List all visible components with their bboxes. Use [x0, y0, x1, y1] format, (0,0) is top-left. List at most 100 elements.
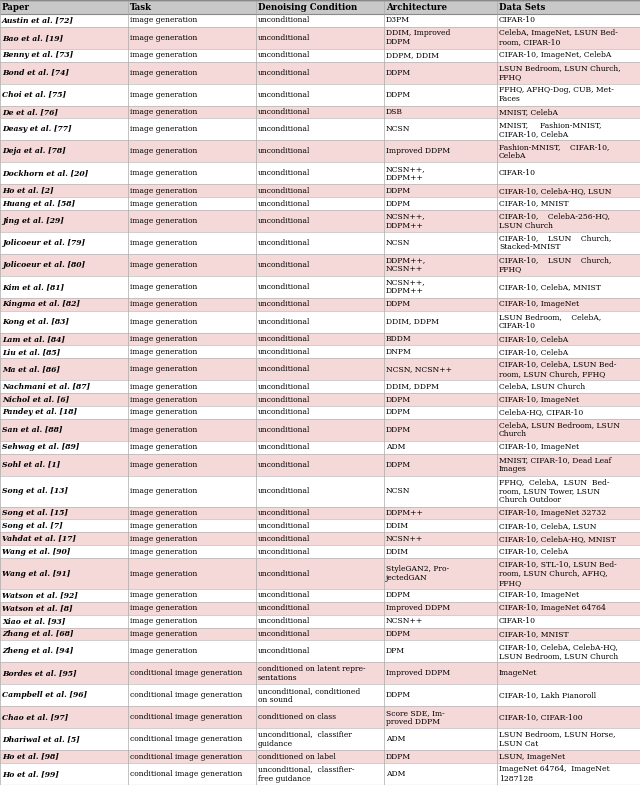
Text: image generation: image generation [130, 396, 197, 403]
Text: conditioned on class: conditioned on class [258, 714, 336, 721]
Text: unconditional: unconditional [258, 261, 310, 268]
Text: DDPM++,
NCSN++: DDPM++, NCSN++ [386, 256, 426, 273]
Text: Nachmani et al. [87]: Nachmani et al. [87] [2, 382, 90, 391]
Bar [0, 627, 640, 641]
Bar [0, 0, 640, 14]
Bar [0, 706, 640, 728]
Bar [0, 119, 640, 141]
Text: Kingma et al. [82]: Kingma et al. [82] [2, 300, 80, 309]
Text: DDPM: DDPM [386, 396, 411, 403]
Bar [0, 105, 640, 119]
Text: CIFAR-10, CelebA, MNIST: CIFAR-10, CelebA, MNIST [499, 283, 601, 290]
Text: DDPM: DDPM [386, 68, 411, 77]
Text: unconditional, conditioned
on sound: unconditional, conditioned on sound [258, 687, 360, 704]
Text: conditional image generation: conditional image generation [130, 692, 243, 699]
Text: CIFAR-10, ImageNet: CIFAR-10, ImageNet [499, 300, 579, 309]
Text: unconditional: unconditional [258, 170, 310, 177]
Bar [0, 506, 640, 520]
Text: image generation: image generation [130, 382, 197, 391]
Bar [0, 393, 640, 406]
Text: image generation: image generation [130, 509, 197, 517]
Text: Architecture: Architecture [386, 2, 447, 12]
Bar [0, 685, 640, 706]
Text: Dhariwal et al. [5]: Dhariwal et al. [5] [2, 736, 80, 743]
Bar [0, 210, 640, 232]
Text: Xiao et al. [93]: Xiao et al. [93] [2, 617, 65, 625]
Text: CelebA, LSUN Bedroom, LSUN
Church: CelebA, LSUN Bedroom, LSUN Church [499, 421, 620, 438]
Text: CIFAR-10, CIFAR-100: CIFAR-10, CIFAR-100 [499, 714, 582, 721]
Text: Nichol et al. [6]: Nichol et al. [6] [2, 396, 69, 403]
Bar [0, 454, 640, 476]
Text: CIFAR-10, Lakh Pianoroll: CIFAR-10, Lakh Pianoroll [499, 692, 596, 699]
Text: CIFAR-10, MNIST: CIFAR-10, MNIST [499, 630, 568, 638]
Text: unconditional: unconditional [258, 535, 310, 542]
Text: Score SDE, Im-
proved DDPM: Score SDE, Im- proved DDPM [386, 709, 445, 726]
Bar [0, 232, 640, 254]
Text: unconditional: unconditional [258, 199, 310, 207]
Bar [0, 728, 640, 750]
Text: CIFAR-10, ImageNet: CIFAR-10, ImageNet [499, 396, 579, 403]
Text: CIFAR-10, ImageNet 32732: CIFAR-10, ImageNet 32732 [499, 509, 606, 517]
Bar [0, 311, 640, 333]
Text: FFHQ, AFHQ-Dog, CUB, Met-
Faces: FFHQ, AFHQ-Dog, CUB, Met- Faces [499, 86, 614, 103]
Text: DDPM: DDPM [386, 692, 411, 699]
Bar [0, 750, 640, 763]
Text: CelebA, LSUN Church: CelebA, LSUN Church [499, 382, 585, 391]
Text: image generation: image generation [130, 461, 197, 469]
Text: MNIST, CelebA: MNIST, CelebA [499, 108, 558, 116]
Text: conditional image generation: conditional image generation [130, 736, 243, 743]
Text: unconditional: unconditional [258, 365, 310, 373]
Text: Austin et al. [72]: Austin et al. [72] [2, 16, 74, 24]
Text: Jolicoeur et al. [79]: Jolicoeur et al. [79] [2, 239, 85, 247]
Text: image generation: image generation [130, 90, 197, 99]
Text: Improved DDPM: Improved DDPM [386, 670, 450, 677]
Text: DDPM: DDPM [386, 300, 411, 309]
Text: unconditional,  classifier
guidance: unconditional, classifier guidance [258, 731, 352, 748]
Text: StyleGAN2, Pro-
jectedGAN: StyleGAN2, Pro- jectedGAN [386, 565, 449, 582]
Text: image generation: image generation [130, 148, 197, 155]
Text: unconditional,  classifier-
free guidance: unconditional, classifier- free guidance [258, 765, 355, 783]
Text: image generation: image generation [130, 335, 197, 343]
Text: image generation: image generation [130, 425, 197, 434]
Text: Bordes et al. [95]: Bordes et al. [95] [2, 670, 77, 677]
Text: image generation: image generation [130, 548, 197, 556]
Text: image generation: image generation [130, 318, 197, 326]
Text: CIFAR-10,    LSUN    Church,
Stacked-MNIST: CIFAR-10, LSUN Church, Stacked-MNIST [499, 234, 611, 251]
Text: CIFAR-10: CIFAR-10 [499, 617, 536, 625]
Text: CIFAR-10, CelebA, CelebA-HQ,
LSUN Bedroom, LSUN Church: CIFAR-10, CelebA, CelebA-HQ, LSUN Bedroo… [499, 643, 618, 660]
Text: unconditional: unconditional [258, 108, 310, 116]
Text: unconditional: unconditional [258, 90, 310, 99]
Text: conditional image generation: conditional image generation [130, 770, 243, 778]
Text: NCSN++,
DDPM++: NCSN++, DDPM++ [386, 165, 426, 182]
Text: image generation: image generation [130, 444, 197, 451]
Text: NCSN: NCSN [386, 239, 410, 247]
Text: image generation: image generation [130, 487, 197, 495]
Text: conditional image generation: conditional image generation [130, 714, 243, 721]
Bar [0, 333, 640, 345]
Text: image generation: image generation [130, 408, 197, 416]
Text: unconditional: unconditional [258, 148, 310, 155]
Text: DDIM, DDPM: DDIM, DDPM [386, 318, 439, 326]
Bar [0, 545, 640, 558]
Text: Benny et al. [73]: Benny et al. [73] [2, 51, 73, 59]
Text: NCSN++,
DDPM++: NCSN++, DDPM++ [386, 212, 426, 229]
Bar [0, 406, 640, 418]
Text: image generation: image generation [130, 535, 197, 542]
Bar [0, 14, 640, 27]
Text: Ma et al. [86]: Ma et al. [86] [2, 365, 60, 373]
Text: DDPM: DDPM [386, 425, 411, 434]
Text: unconditional: unconditional [258, 648, 310, 655]
Text: unconditional: unconditional [258, 34, 310, 42]
Text: ADM: ADM [386, 444, 405, 451]
Text: Huang et al. [58]: Huang et al. [58] [2, 199, 75, 207]
Text: DDPM: DDPM [386, 187, 411, 195]
Text: Zheng et al. [94]: Zheng et al. [94] [2, 648, 74, 655]
Text: Jolicoeur et al. [80]: Jolicoeur et al. [80] [2, 261, 85, 268]
Bar [0, 141, 640, 162]
Bar [0, 276, 640, 298]
Text: Fashion-MNIST,    CIFAR-10,
CelebA: Fashion-MNIST, CIFAR-10, CelebA [499, 143, 609, 160]
Text: image generation: image generation [130, 16, 197, 24]
Text: CIFAR-10: CIFAR-10 [499, 170, 536, 177]
Text: LSUN, ImageNet: LSUN, ImageNet [499, 753, 565, 761]
Text: Vahdat et al. [17]: Vahdat et al. [17] [2, 535, 76, 542]
